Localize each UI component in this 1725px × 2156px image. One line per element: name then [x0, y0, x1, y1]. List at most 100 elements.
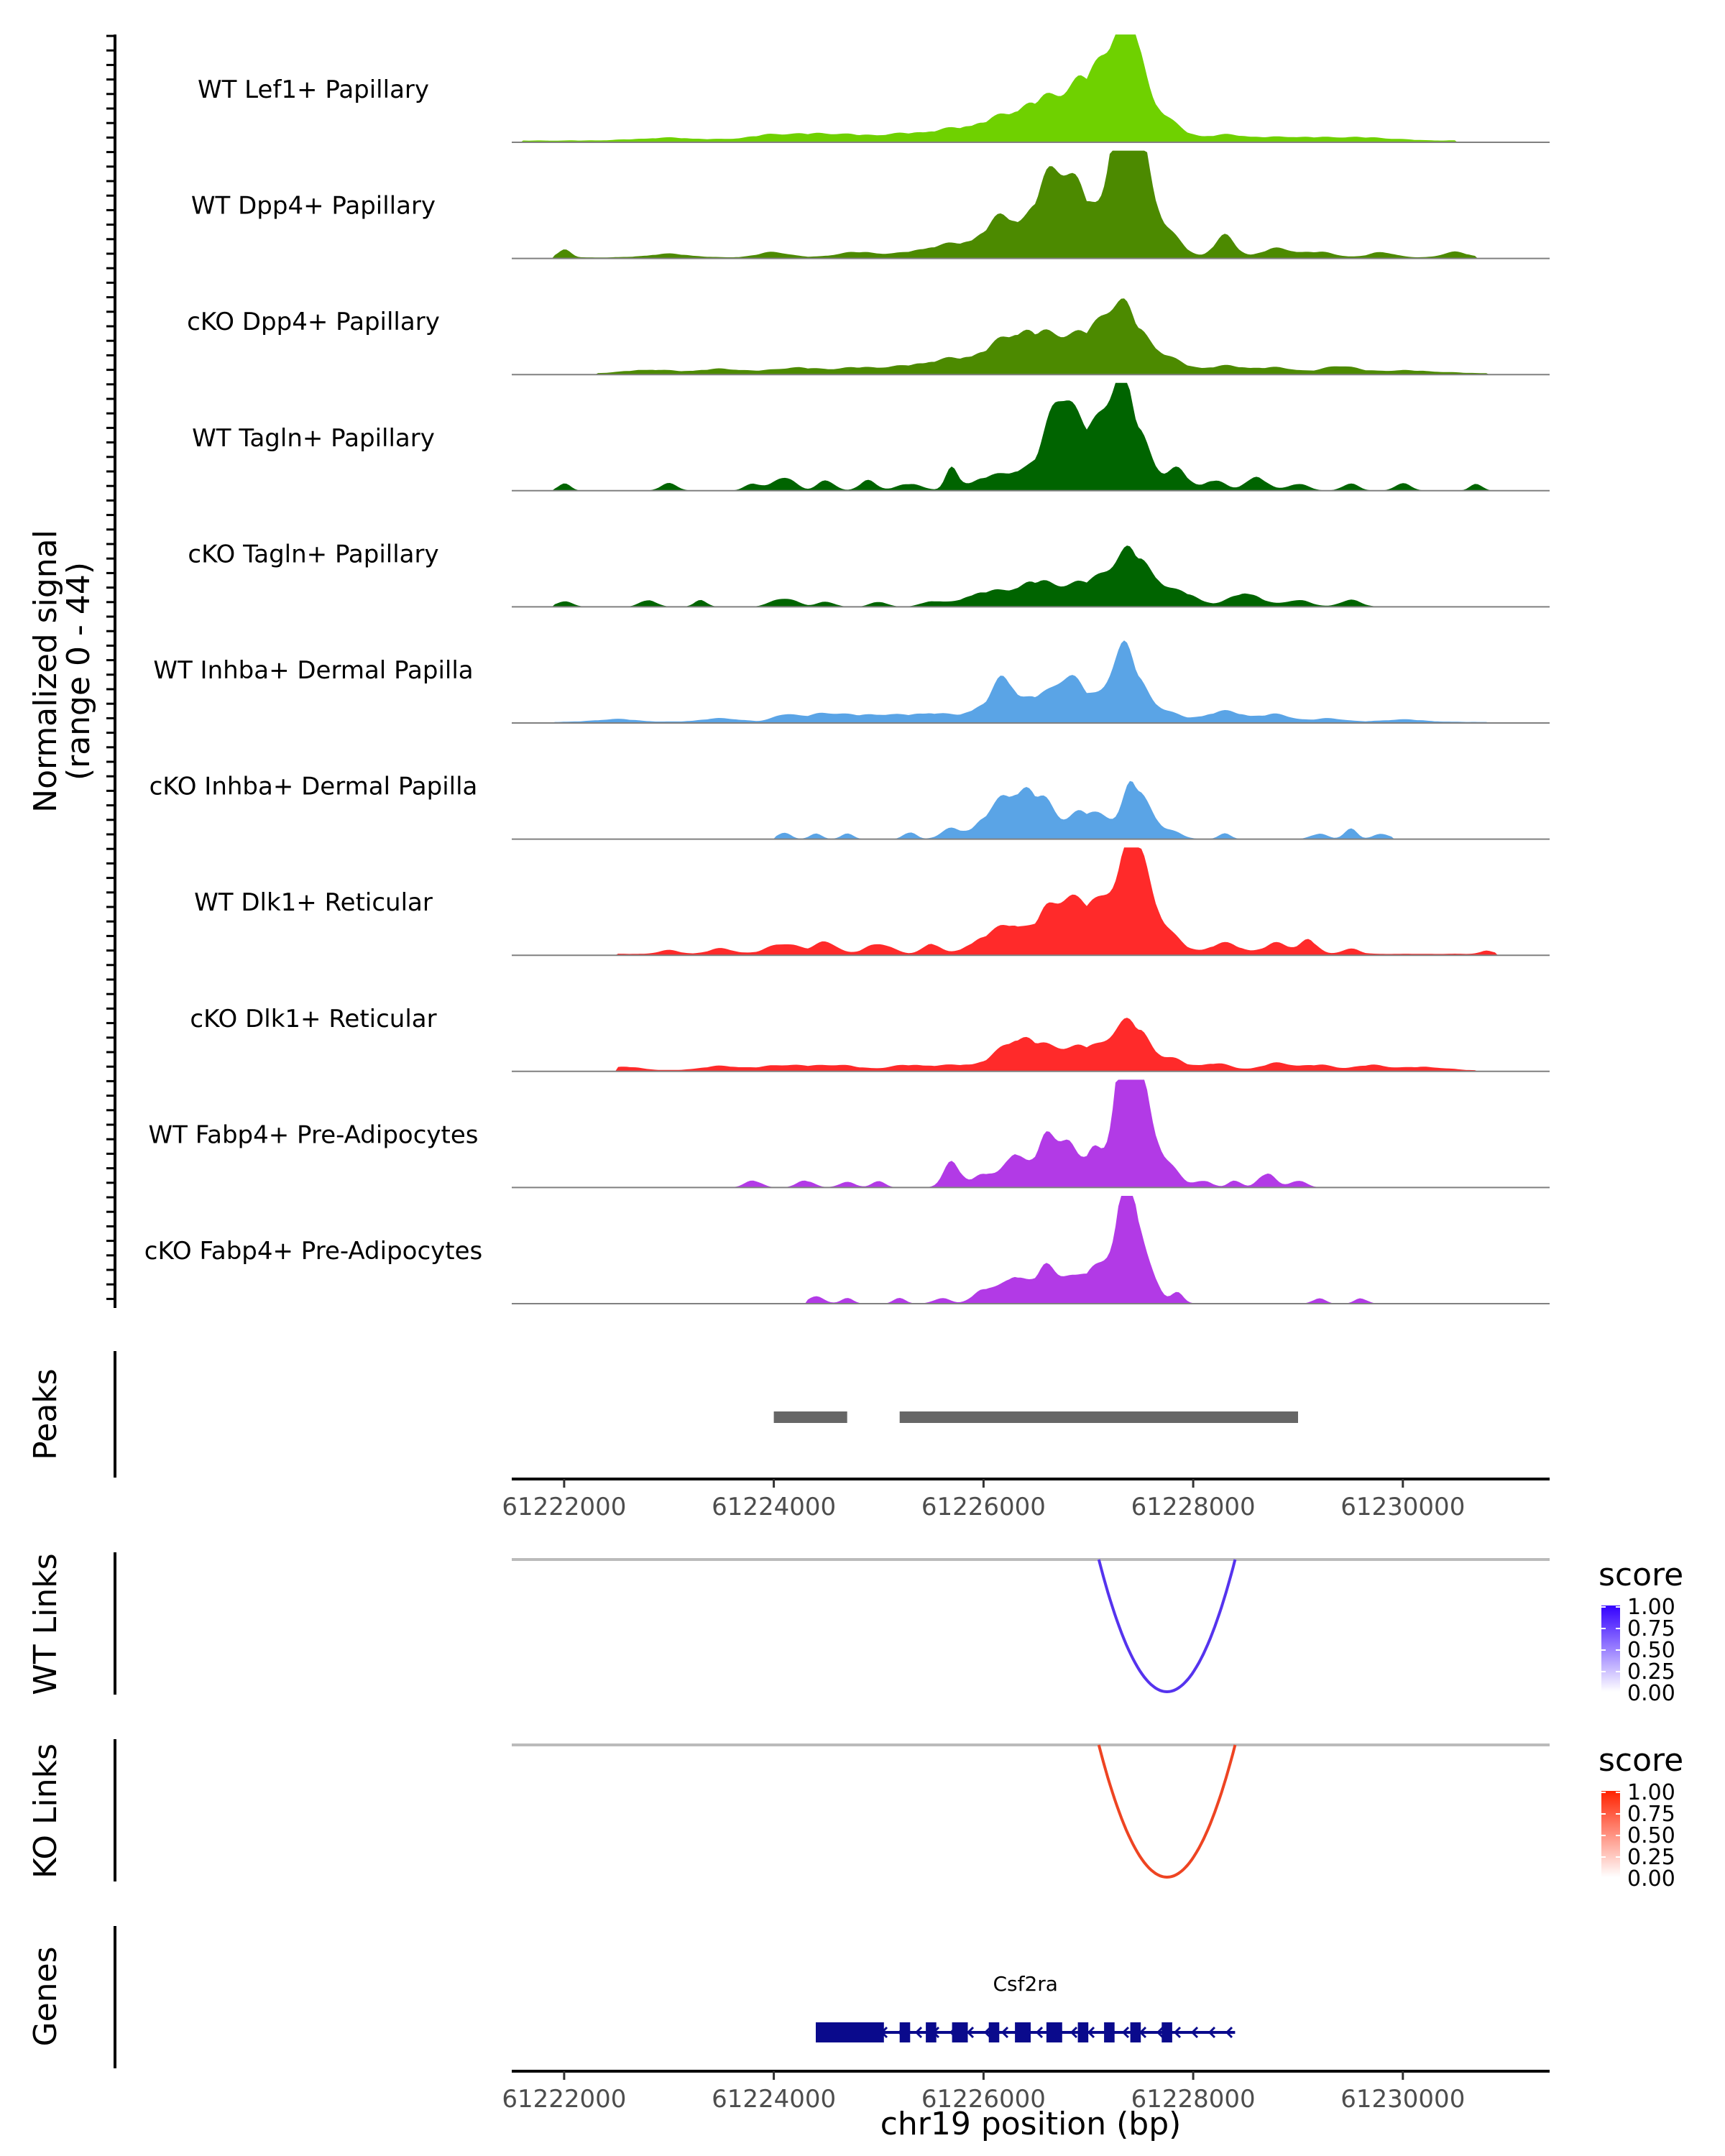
coverage-track: cKO Fabp4+ Pre-Adipocytes: [144, 1196, 1550, 1304]
wt-links-panel: WT Links score 1.000.750.500.250.00: [27, 1552, 1683, 1706]
coverage-track: cKO Dlk1+ Reticular: [190, 1005, 1550, 1072]
coverage-area: [512, 640, 1550, 723]
coverage-area: [512, 780, 1550, 839]
coverage-track: WT Dpp4+ Papillary: [191, 150, 1550, 259]
strand-arrow: [1173, 2026, 1182, 2039]
legend-tick-label: 0.50: [1627, 1638, 1675, 1663]
strand-arrow: [1035, 2026, 1044, 2039]
coverage-area: [512, 847, 1550, 956]
coverage-area: [512, 298, 1550, 375]
exon: [1104, 2022, 1115, 2042]
gene-model: [816, 2022, 1236, 2042]
x-tick-label: 61228000: [1131, 2085, 1256, 2114]
x-tick-label: 61230000: [1340, 2085, 1465, 2114]
exon: [1077, 2022, 1089, 2042]
x-axis-bottom-ticks: 61222000 61224000 61226000 61228000 61230000: [502, 2071, 1465, 2114]
strand-arrow: [1087, 2026, 1095, 2039]
legend-tick-label: 0.25: [1627, 1845, 1675, 1870]
strand-arrow: [1121, 2026, 1130, 2039]
peak-region: [899, 1411, 1298, 1423]
gene-name-label: Csf2ra: [993, 1972, 1057, 1996]
coverage-panel: Normalized signal (range 0 - 44) WT Lef1…: [27, 34, 1550, 1308]
wt-legend-ticks: 1.000.750.500.250.00: [1601, 1595, 1675, 1706]
coverage-track-label: WT Inhba+ Dermal Papilla: [153, 656, 473, 685]
genes-panel: Genes Csf2ra: [27, 1926, 1236, 2068]
exon: [1130, 2022, 1141, 2042]
legend-tick-label: 0.00: [1627, 1681, 1675, 1706]
coverage-track: WT Inhba+ Dermal Papilla: [153, 640, 1550, 724]
legend-tick-label: 1.00: [1627, 1780, 1675, 1805]
x-tick-label: 61226000: [921, 1493, 1046, 1521]
coverage-y-label-line1: Normalized signal: [27, 530, 64, 813]
coverage-tracks: WT Lef1+ Papillary WT Dpp4+ Papillary cKO …: [144, 34, 1550, 1304]
coverage-track-label: cKO Dpp4+ Papillary: [187, 308, 440, 336]
ko-legend-colorbar: [1601, 1791, 1620, 1877]
legend-tick-label: 0.75: [1627, 1616, 1675, 1641]
x-tick-label: 61224000: [712, 1493, 836, 1521]
exon: [926, 2022, 937, 2042]
exon: [952, 2022, 968, 2042]
strand-arrow: [1225, 2026, 1233, 2039]
coverage-area: [512, 382, 1550, 491]
x-tick-label: 61222000: [502, 1493, 626, 1521]
coverage-track-label: cKO Inhba+ Dermal Papilla: [150, 773, 478, 801]
wt-score-legend: score 1.000.750.500.250.00: [1598, 1557, 1683, 1706]
ko-score-legend: score 1.000.750.500.250.00: [1598, 1742, 1683, 1892]
legend-tick-label: 1.00: [1627, 1595, 1675, 1620]
strand-arrow: [966, 2026, 975, 2039]
peaks-panel: Peaks: [27, 1351, 1298, 1478]
strand-arrow: [1000, 2026, 1009, 2039]
legend-tick-label: 0.50: [1627, 1823, 1675, 1848]
coverage-y-ticks: [106, 34, 115, 1300]
coverage-track-label: WT Tagln+ Papillary: [192, 424, 435, 453]
peak-region: [773, 1411, 847, 1423]
x-tick-label: 61230000: [1340, 1493, 1465, 1521]
x-tick-label: 61226000: [921, 2085, 1046, 2114]
strand-arrow: [1208, 2026, 1216, 2039]
coverage-track-label: cKO Dlk1+ Reticular: [190, 1005, 436, 1033]
strand-arrow: [983, 2026, 992, 2039]
peak-regions: [773, 1411, 1298, 1423]
coverage-area: [512, 1079, 1550, 1188]
x-axis-bottom: 61222000 61224000 61226000 61228000 61230000…: [502, 2070, 1550, 2142]
exon: [1015, 2022, 1031, 2042]
coverage-area: [512, 150, 1550, 259]
wt-legend-colorbar: [1601, 1606, 1620, 1692]
exon: [1162, 2022, 1172, 2042]
coverage-track-label: cKO Fabp4+ Pre-Adipocytes: [144, 1237, 483, 1266]
x-tick-label: 61228000: [1131, 1493, 1256, 1521]
coverage-track: WT Tagln+ Papillary: [192, 382, 1550, 492]
strand-arrow: [1190, 2026, 1199, 2039]
x-tick-label: 61222000: [502, 2085, 626, 2114]
peaks-label: Peaks: [27, 1368, 64, 1460]
exon: [816, 2022, 884, 2042]
x-axis-middle: 61222000 61224000 61226000 61228000 61230000: [502, 1478, 1550, 1521]
ko-links-label: KO Links: [27, 1743, 64, 1879]
coverage-area: [512, 1196, 1550, 1304]
coverage-track: cKO Inhba+ Dermal Papilla: [150, 773, 1550, 840]
coverage-track: cKO Dpp4+ Papillary: [187, 298, 1550, 376]
coverage-track: cKO Tagln+ Papillary: [188, 540, 1550, 608]
genes-label: Genes: [27, 1946, 64, 2046]
coverage-track: WT Dlk1+ Reticular: [194, 847, 1550, 957]
coverage-track-label: WT Lef1+ Papillary: [198, 75, 429, 104]
coverage-area: [512, 1018, 1550, 1072]
wt-links-label: WT Links: [27, 1553, 64, 1695]
coverage-track: WT Fabp4+ Pre-Adipocytes: [149, 1079, 1550, 1189]
coverage-track-label: WT Dlk1+ Reticular: [194, 888, 433, 917]
legend-tick-label: 0.00: [1627, 1866, 1675, 1892]
wt-legend-title: score: [1598, 1557, 1683, 1593]
coverage-track-label: cKO Tagln+ Papillary: [188, 540, 438, 568]
exon: [988, 2022, 1000, 2042]
wt-link-arc: [1097, 1559, 1237, 1694]
coverage-track-label: WT Fabp4+ Pre-Adipocytes: [149, 1120, 479, 1149]
ko-legend-ticks: 1.000.750.500.250.00: [1601, 1780, 1675, 1892]
coverage-area: [512, 545, 1550, 607]
exon: [899, 2022, 911, 2042]
legend-tick-label: 0.75: [1627, 1802, 1675, 1827]
coverage-track-label: WT Dpp4+ Papillary: [191, 192, 436, 221]
x-tick-label: 61224000: [712, 2085, 836, 2114]
legend-tick-label: 0.25: [1627, 1659, 1675, 1685]
x-axis-middle-ticks: 61222000 61224000 61226000 61228000 61230000: [502, 1479, 1465, 1521]
